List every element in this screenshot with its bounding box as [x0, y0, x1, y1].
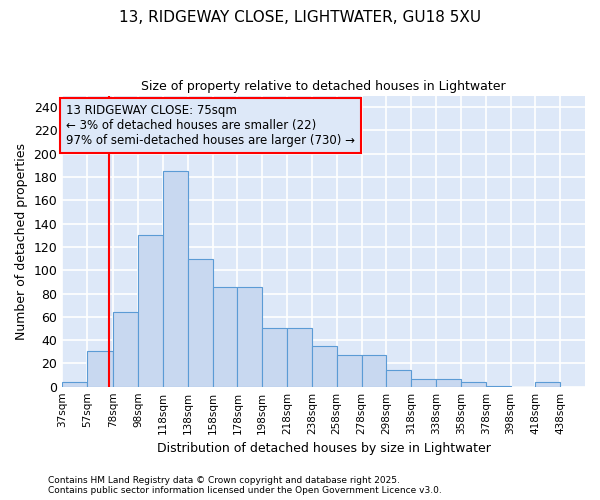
Bar	[62, 382, 87, 386]
Bar	[212, 286, 238, 386]
Bar	[87, 350, 113, 386]
Bar	[163, 171, 188, 386]
Bar	[138, 236, 163, 386]
Bar	[411, 378, 436, 386]
Bar	[188, 258, 212, 386]
Bar	[113, 312, 138, 386]
Text: Contains HM Land Registry data © Crown copyright and database right 2025.
Contai: Contains HM Land Registry data © Crown c…	[48, 476, 442, 495]
Bar	[287, 328, 312, 386]
Bar	[535, 382, 560, 386]
Bar	[436, 378, 461, 386]
Y-axis label: Number of detached properties: Number of detached properties	[15, 142, 28, 340]
Bar	[262, 328, 287, 386]
Title: Size of property relative to detached houses in Lightwater: Size of property relative to detached ho…	[142, 80, 506, 93]
Bar	[337, 355, 362, 386]
Bar	[312, 346, 337, 387]
Bar	[238, 286, 262, 386]
Text: 13, RIDGEWAY CLOSE, LIGHTWATER, GU18 5XU: 13, RIDGEWAY CLOSE, LIGHTWATER, GU18 5XU	[119, 10, 481, 25]
Text: 13 RIDGEWAY CLOSE: 75sqm
← 3% of detached houses are smaller (22)
97% of semi-de: 13 RIDGEWAY CLOSE: 75sqm ← 3% of detache…	[66, 104, 355, 146]
X-axis label: Distribution of detached houses by size in Lightwater: Distribution of detached houses by size …	[157, 442, 491, 455]
Bar	[362, 355, 386, 386]
Bar	[386, 370, 411, 386]
Bar	[461, 382, 485, 386]
